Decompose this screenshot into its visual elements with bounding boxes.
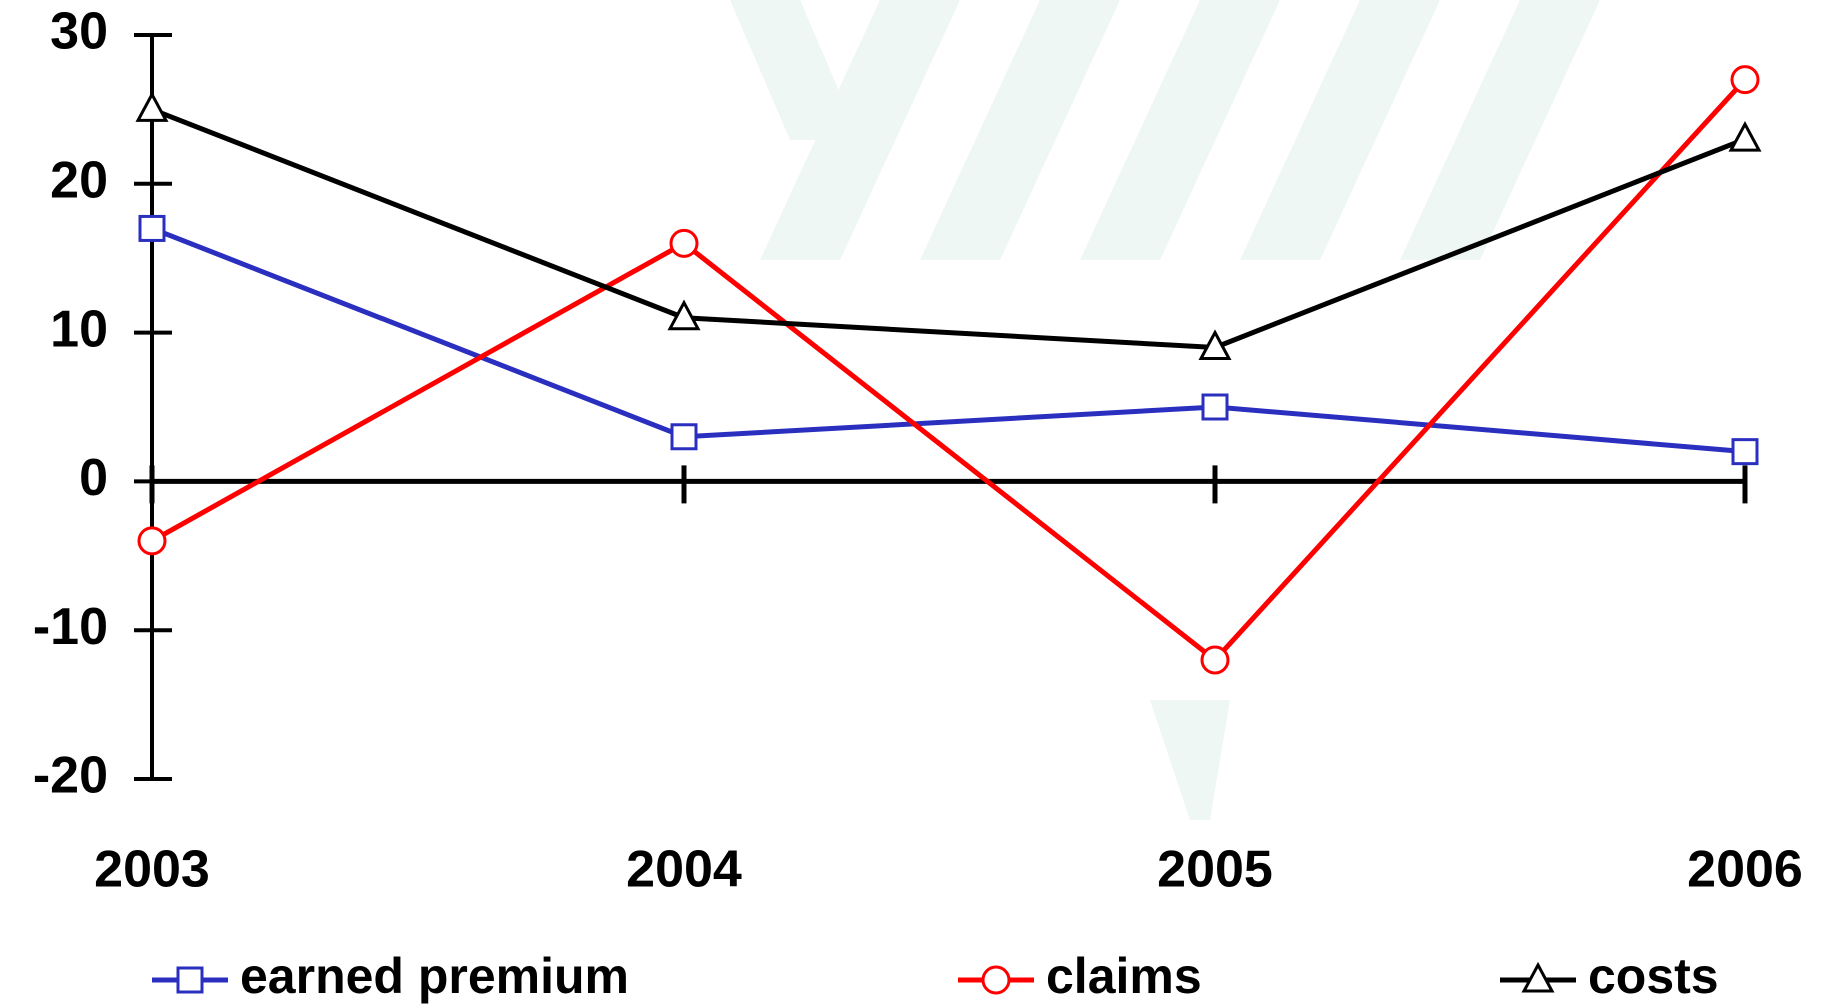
x-tick-label: 2005	[1157, 841, 1273, 899]
legend-label: earned premium	[240, 948, 629, 1004]
marker-square	[1731, 438, 1759, 466]
marker-triangle	[667, 299, 701, 331]
marker-circle	[1200, 645, 1230, 675]
background-stripes	[730, 0, 1600, 820]
marker-square	[670, 423, 698, 451]
y-tick-label: -10	[33, 598, 108, 656]
marker-square	[1201, 393, 1229, 421]
y-tick-label: 20	[50, 152, 108, 210]
series-line	[151, 107, 1746, 351]
x-tick-label: 2004	[626, 841, 742, 899]
y-tick-label: 30	[50, 3, 108, 61]
marker-square	[176, 966, 204, 994]
legend-label: claims	[1046, 948, 1202, 1004]
marker-circle	[981, 965, 1011, 995]
y-tick-label: 0	[79, 449, 108, 507]
marker-triangle	[1198, 329, 1232, 360]
marker-circle	[669, 228, 699, 258]
marker-triangle	[135, 91, 169, 122]
y-tick-label: -20	[33, 747, 108, 805]
series-line	[150, 77, 1747, 664]
marker-circle	[137, 526, 167, 556]
marker-triangle	[1728, 120, 1762, 152]
x-tick-label: 2006	[1687, 841, 1803, 899]
marker-triangle	[1521, 961, 1555, 993]
legend-label: costs	[1588, 948, 1719, 1004]
marker-circle	[1730, 65, 1760, 95]
x-tick-label: 2003	[94, 841, 210, 899]
series-line	[151, 226, 1746, 455]
marker-square	[138, 214, 166, 242]
y-tick-label: 10	[50, 300, 108, 358]
